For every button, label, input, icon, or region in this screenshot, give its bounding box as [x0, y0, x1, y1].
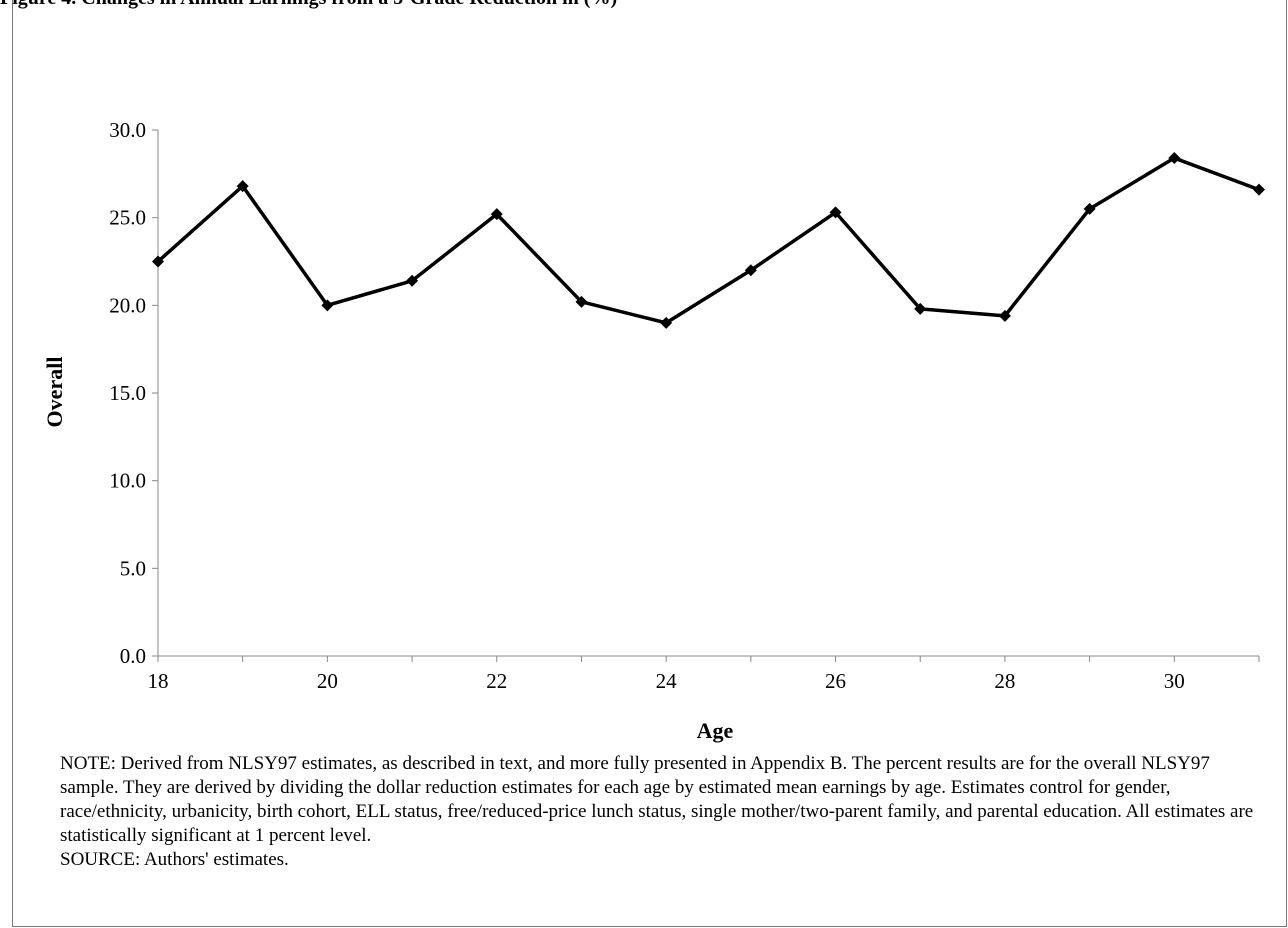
y-tick-label: 10.0	[109, 469, 146, 493]
source-text: SOURCE: Authors' estimates.	[60, 849, 289, 870]
data-point	[321, 299, 334, 312]
figure-frame	[12, 0, 1287, 927]
y-axis-label: Overall	[42, 357, 67, 428]
x-axis-label: Age	[697, 718, 734, 743]
note-text: NOTE: Derived from NLSY97 estimates, as …	[60, 753, 1254, 846]
y-tick-label: 5.0	[120, 556, 146, 580]
y-tick-label: 20.0	[109, 293, 146, 317]
x-tick-label: 28	[994, 669, 1015, 693]
data-point	[152, 255, 164, 268]
figure-notes: NOTE: Derived from NLSY97 estimates, as …	[60, 752, 1270, 872]
data-point	[744, 264, 757, 277]
data-point	[406, 274, 419, 287]
series-line	[156, 156, 1260, 325]
data-point	[490, 208, 503, 221]
x-tick-label: 22	[486, 669, 507, 693]
data-point	[914, 302, 927, 315]
x-tick-label: 20	[317, 669, 338, 693]
chart-ticks: 0.0 5.0 10.0 15.0 20.0 25.0 30.0 18 20 22 24 26 28 30	[109, 118, 1260, 693]
y-tick-label: 30.0	[109, 118, 146, 142]
line-chart: 0.0 5.0 10.0 15.0 20.0 25.0 30.0 18 20 22 24 26 28 30…	[42, 118, 1265, 743]
data-point	[1168, 152, 1181, 165]
chart-series	[152, 152, 1265, 329]
y-tick-label: 15.0	[109, 381, 146, 405]
x-tick-label: 30	[1164, 669, 1185, 693]
figure-title: Figure 4. Changes in Annual Earnings fro…	[0, 0, 617, 10]
data-point	[829, 206, 842, 219]
x-tick-label: 26	[825, 669, 846, 693]
x-tick-label: 18	[148, 669, 169, 693]
y-tick-label: 25.0	[109, 206, 146, 230]
data-point	[1083, 202, 1096, 215]
x-tick-label: 24	[656, 669, 678, 693]
data-point	[998, 309, 1011, 322]
y-tick-label: 0.0	[120, 644, 146, 668]
data-point	[660, 316, 673, 329]
data-point	[575, 295, 588, 308]
data-point	[1253, 183, 1265, 196]
data-point	[236, 180, 249, 193]
